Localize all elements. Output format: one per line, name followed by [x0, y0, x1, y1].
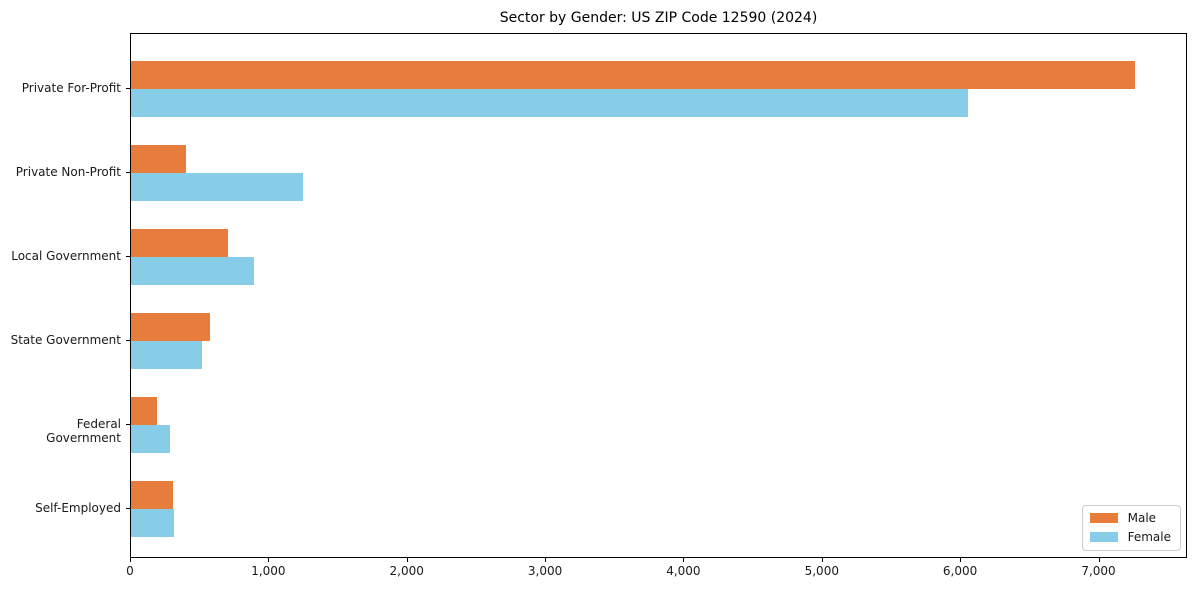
bar-male-private-for-profit — [131, 61, 1136, 89]
bar-male-private-non-profit — [131, 145, 187, 173]
legend-label-male: Male — [1127, 511, 1157, 525]
legend-swatch-female — [1089, 532, 1118, 542]
y-category-label-federal-government: Federal Government — [46, 417, 121, 445]
x-axis-tick — [821, 558, 823, 562]
y-axis-tick — [126, 256, 130, 257]
legend-swatch-male — [1089, 513, 1118, 523]
bar-female-federal-government — [131, 425, 170, 453]
x-tick-label-3-000: 3,000 — [527, 564, 563, 578]
x-tick-label-1-000: 1,000 — [251, 564, 286, 578]
y-axis-tick — [126, 424, 130, 425]
bar-female-private-for-profit — [131, 89, 968, 117]
y-category-label-state-government: State Government — [10, 333, 121, 347]
x-tick-label-2-000: 2,000 — [389, 564, 424, 578]
bar-male-federal-government — [131, 397, 158, 425]
legend: Male Female — [1081, 505, 1181, 551]
bar-male-self-employed — [131, 481, 173, 509]
legend-item-male: Male — [1089, 511, 1171, 525]
legend-label-female: Female — [1127, 530, 1171, 544]
chart-title: Sector by Gender: US ZIP Code 12590 (202… — [499, 10, 818, 26]
x-tick-label-0: 0 — [126, 564, 134, 578]
bar-male-state-government — [131, 313, 210, 341]
legend-item-female: Female — [1089, 530, 1171, 544]
bar-female-state-government — [131, 341, 202, 369]
bar-female-self-employed — [131, 509, 174, 537]
plot-area: Male Female — [130, 33, 1187, 558]
y-category-label-local-government: Local Government — [11, 249, 121, 263]
x-axis-tick — [130, 558, 131, 562]
x-axis-tick — [545, 558, 547, 562]
x-tick-label-6-000: 6,000 — [942, 564, 978, 578]
y-axis-tick — [126, 340, 130, 341]
x-axis-tick — [268, 558, 270, 562]
y-axis-tick — [126, 172, 130, 173]
y-category-label-private-for-profit: Private For-Profit — [21, 81, 121, 95]
x-axis-tick — [1098, 558, 1100, 562]
x-tick-label-5-000: 5,000 — [804, 564, 839, 578]
bar-male-local-government — [131, 229, 228, 257]
x-axis-tick — [683, 558, 685, 562]
y-axis-tick — [126, 508, 130, 509]
x-tick-label-4-000: 4,000 — [666, 564, 701, 578]
y-category-label-self-employed: Self-Employed — [35, 501, 121, 515]
bar-female-local-government — [131, 257, 255, 285]
x-tick-label-7-000: 7,000 — [1081, 564, 1116, 578]
x-axis-tick — [960, 558, 962, 562]
bar-female-private-non-profit — [131, 173, 303, 201]
y-axis-tick — [126, 88, 130, 89]
x-axis-tick — [406, 558, 408, 562]
y-category-label-private-non-profit: Private Non-Profit — [15, 165, 121, 179]
